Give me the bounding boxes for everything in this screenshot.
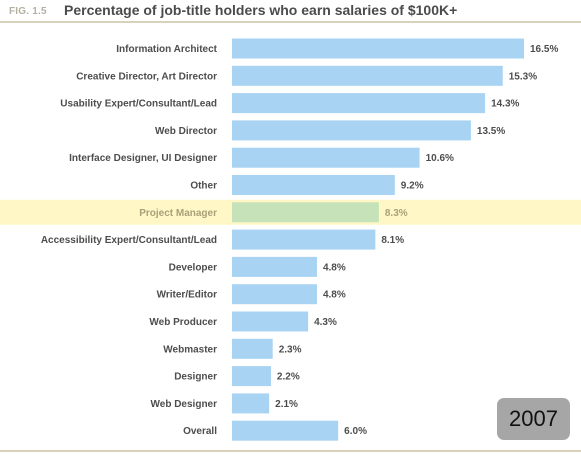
value-label-project-manager: 8.3%: [385, 208, 408, 219]
chart-title: Percentage of job-title holders who earn…: [64, 2, 458, 18]
value-label-writer-editor: 4.8%: [323, 290, 346, 301]
year-badge: 2007: [497, 398, 570, 440]
category-label-interface-designer-ui-designer: Interface Designer, UI Designer: [69, 153, 217, 164]
value-label-webmaster: 2.3%: [279, 344, 302, 355]
value-label-creative-director-art-director: 15.3%: [509, 71, 537, 82]
category-label-accessibility-expert-consultant-lead: Accessibility Expert/Consultant/Lead: [41, 235, 217, 246]
bar-accessibility-expert-consultant-lead: [232, 229, 376, 250]
value-label-accessibility-expert-consultant-lead: 8.1%: [381, 235, 404, 246]
category-label-project-manager: Project Manager: [139, 208, 217, 219]
figure-header: FIG. 1.5 Percentage of job-title holders…: [0, 0, 581, 23]
category-label-overall: Overall: [183, 426, 217, 437]
value-label-usability-expert-consultant-lead: 14.3%: [491, 99, 519, 110]
bar-web-producer: [232, 311, 309, 332]
category-label-web-director: Web Director: [155, 126, 217, 137]
bar-creative-director-art-director: [232, 65, 503, 86]
category-label-usability-expert-consultant-lead: Usability Expert/Consultant/Lead: [60, 99, 217, 110]
value-label-web-producer: 4.3%: [314, 317, 337, 328]
figure-number: FIG. 1.5: [9, 6, 47, 17]
bar-webmaster: [232, 338, 273, 359]
category-label-information-architect: Information Architect: [116, 44, 217, 55]
value-label-developer: 4.8%: [323, 262, 346, 273]
value-label-other: 9.2%: [401, 181, 424, 192]
bar-web-designer: [232, 393, 270, 414]
bar-writer-editor: [232, 284, 317, 305]
bar-other: [232, 175, 395, 195]
category-label-other: Other: [190, 181, 217, 192]
category-label-webmaster: Webmaster: [163, 344, 217, 355]
category-label-designer: Designer: [174, 372, 217, 383]
value-label-web-director: 13.5%: [477, 126, 505, 137]
category-label-web-producer: Web Producer: [149, 317, 217, 328]
bar-usability-expert-consultant-lead: [232, 93, 486, 114]
category-label-web-designer: Web Designer: [151, 399, 218, 410]
value-label-overall: 6.0%: [344, 426, 367, 437]
value-label-information-architect: 16.5%: [530, 44, 558, 55]
bar-designer: [232, 366, 271, 387]
category-label-writer-editor: Writer/Editor: [157, 290, 217, 301]
bar-project-manager: [232, 202, 379, 223]
value-label-interface-designer-ui-designer: 10.6%: [426, 153, 454, 164]
bar-overall: [232, 420, 339, 441]
category-label-developer: Developer: [169, 262, 217, 273]
bar-information-architect: [232, 38, 524, 59]
value-label-designer: 2.2%: [277, 372, 300, 383]
bar-interface-designer-ui-designer: [232, 147, 420, 168]
bottom-divider: [0, 450, 581, 452]
bar-developer: [232, 256, 317, 277]
category-label-creative-director-art-director: Creative Director, Art Director: [76, 71, 217, 82]
bar-web-director: [232, 120, 471, 141]
value-label-web-designer: 2.1%: [275, 399, 298, 410]
